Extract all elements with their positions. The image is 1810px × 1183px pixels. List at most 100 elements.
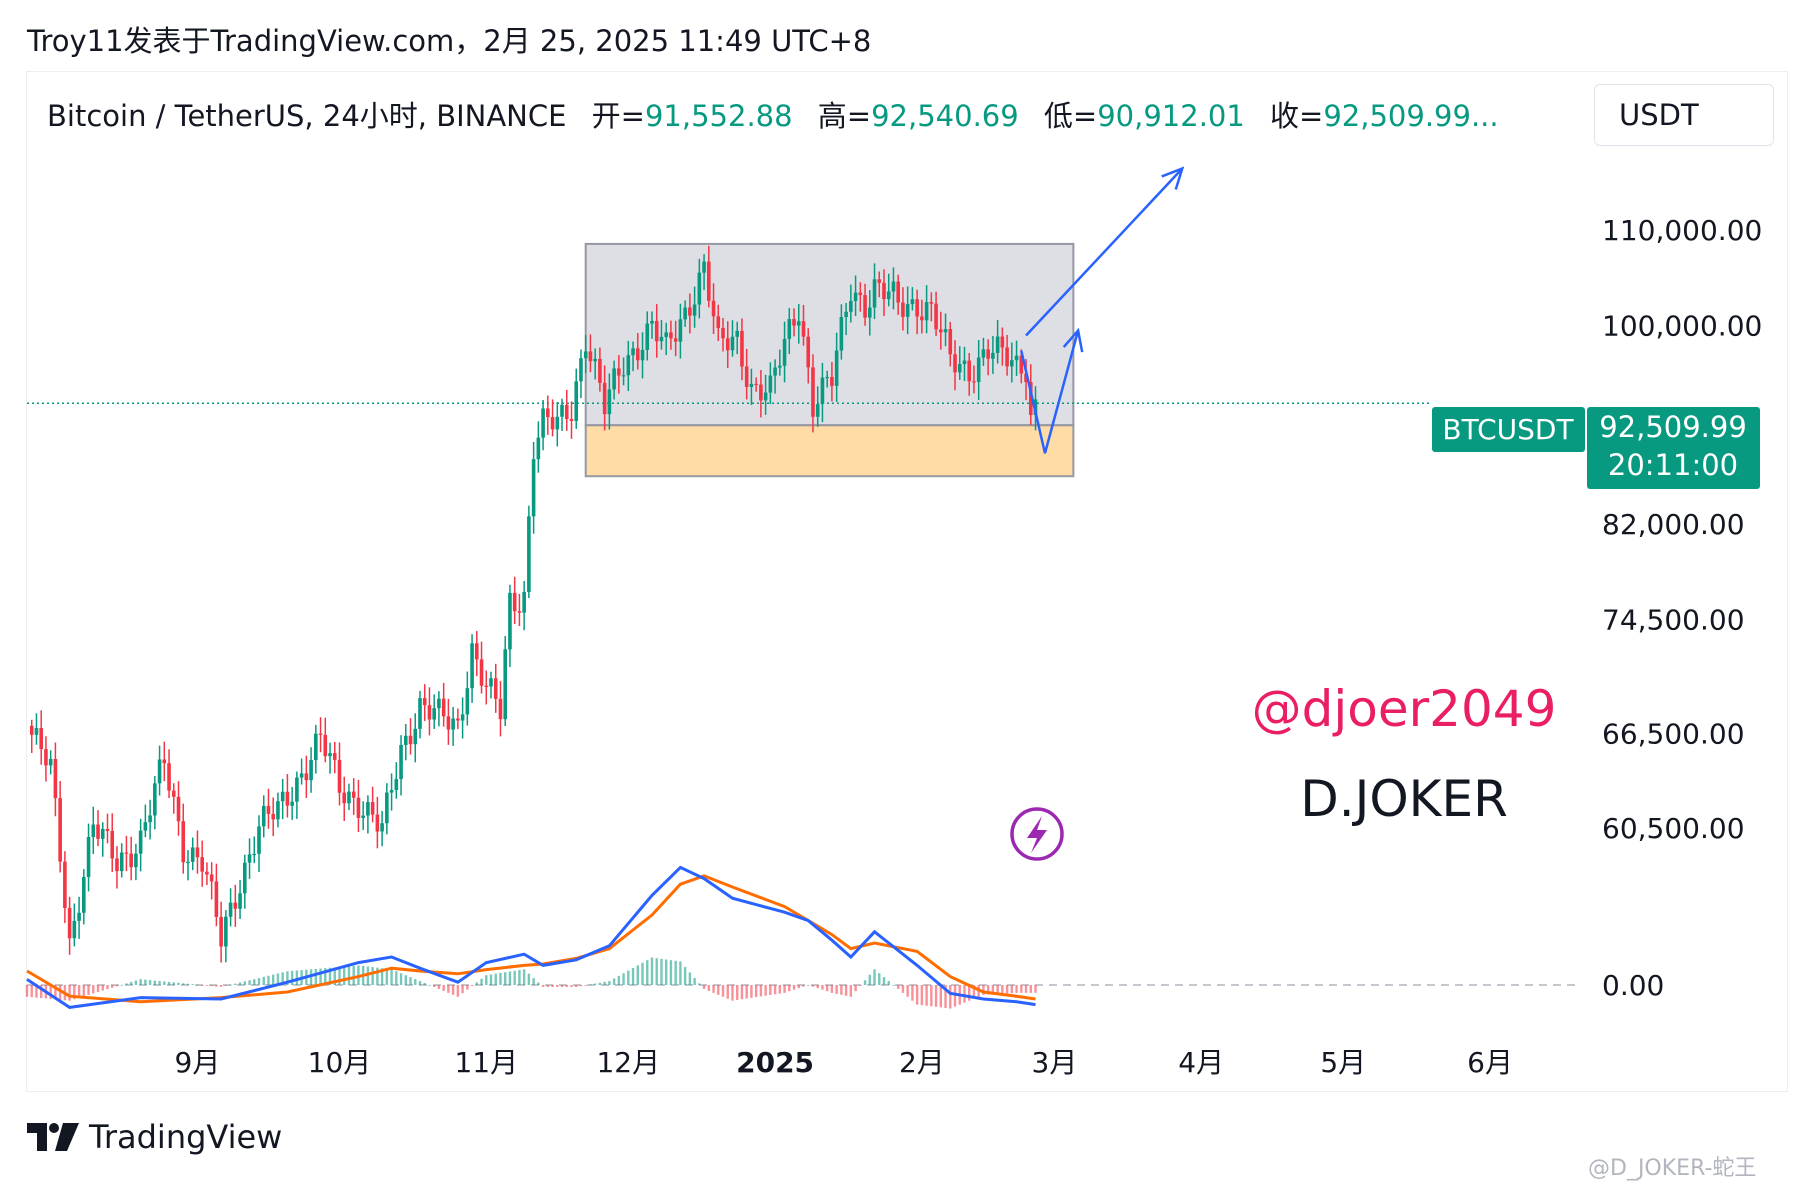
candle[interactable] <box>778 349 782 376</box>
candle[interactable] <box>863 283 867 326</box>
candle[interactable] <box>460 697 465 739</box>
candle[interactable] <box>332 741 337 774</box>
candle[interactable] <box>593 348 597 380</box>
currency-selector[interactable]: USDT <box>1594 84 1774 146</box>
candle[interactable] <box>252 836 257 864</box>
candle[interactable] <box>583 335 588 374</box>
candle[interactable] <box>148 799 152 840</box>
candle[interactable] <box>91 806 96 855</box>
candle[interactable] <box>119 843 124 878</box>
candle[interactable] <box>96 810 100 847</box>
candle[interactable] <box>299 758 304 785</box>
candle[interactable] <box>602 365 607 431</box>
candle[interactable] <box>238 879 242 919</box>
candle[interactable] <box>508 584 512 668</box>
candle[interactable] <box>385 783 389 835</box>
candle[interactable] <box>328 742 332 774</box>
candle[interactable] <box>678 303 683 359</box>
candle[interactable] <box>962 346 967 382</box>
candle[interactable] <box>536 421 541 473</box>
candle[interactable] <box>683 300 687 327</box>
candle[interactable] <box>337 742 342 806</box>
candle[interactable] <box>730 320 735 357</box>
candle[interactable] <box>77 896 81 939</box>
candle[interactable] <box>995 320 1000 364</box>
candle[interactable] <box>640 332 645 379</box>
candle[interactable] <box>403 723 408 761</box>
candle[interactable] <box>844 302 848 336</box>
candle[interactable] <box>115 846 119 889</box>
candle[interactable] <box>361 801 365 830</box>
candle[interactable] <box>138 818 143 872</box>
candle[interactable] <box>574 368 579 429</box>
candle[interactable] <box>1014 340 1019 376</box>
candle[interactable] <box>759 369 763 418</box>
candle[interactable] <box>29 719 34 753</box>
candle[interactable] <box>688 293 692 334</box>
candle[interactable] <box>446 698 451 745</box>
candle[interactable] <box>72 903 77 947</box>
candle[interactable] <box>356 779 361 833</box>
candle[interactable] <box>375 796 380 849</box>
candle[interactable] <box>976 340 981 400</box>
candle[interactable] <box>479 641 484 694</box>
candle[interactable] <box>664 322 668 355</box>
candle[interactable] <box>517 593 522 627</box>
candle[interactable] <box>493 663 498 713</box>
candle[interactable] <box>702 254 706 290</box>
candle[interactable] <box>441 682 446 727</box>
candle[interactable] <box>394 762 399 799</box>
candle[interactable] <box>389 773 394 811</box>
candle[interactable] <box>475 630 479 677</box>
candle[interactable] <box>811 354 815 433</box>
candle[interactable] <box>692 286 697 328</box>
candle[interactable] <box>986 339 990 376</box>
candle[interactable] <box>763 374 768 415</box>
candle[interactable] <box>934 291 938 336</box>
candle[interactable] <box>531 441 536 534</box>
candle[interactable] <box>318 717 323 753</box>
candle[interactable] <box>209 862 214 900</box>
candle[interactable] <box>910 287 915 311</box>
candle[interactable] <box>276 792 280 828</box>
candle[interactable] <box>830 362 834 402</box>
candle[interactable] <box>546 395 550 435</box>
candle[interactable] <box>1005 334 1009 376</box>
tradingview-logo[interactable]: TradingView <box>27 1118 282 1156</box>
candle[interactable] <box>143 804 148 838</box>
candle[interactable] <box>867 290 872 336</box>
candle[interactable] <box>541 399 545 451</box>
candle[interactable] <box>621 357 626 386</box>
candle[interactable] <box>247 838 252 879</box>
candle[interactable] <box>896 274 900 315</box>
candle[interactable] <box>707 245 711 308</box>
candle[interactable] <box>915 289 919 335</box>
candle[interactable] <box>366 795 370 834</box>
candle[interactable] <box>342 776 347 821</box>
candle[interactable] <box>645 311 650 361</box>
candle[interactable] <box>815 386 820 427</box>
candle[interactable] <box>749 368 754 405</box>
candle[interactable] <box>456 708 460 730</box>
candle[interactable] <box>858 282 863 312</box>
candle[interactable] <box>1010 342 1014 383</box>
candle[interactable] <box>588 334 593 373</box>
support-zone-box[interactable] <box>584 424 1075 478</box>
candle[interactable] <box>295 771 299 819</box>
candle[interactable] <box>427 687 432 736</box>
candle[interactable] <box>408 718 413 755</box>
bullish-breakout-arrow[interactable] <box>1025 166 1185 337</box>
candle[interactable] <box>167 749 171 799</box>
candle[interactable] <box>740 318 744 381</box>
dip-and-rebound-arrow[interactable] <box>1020 327 1084 454</box>
candle[interactable] <box>735 321 740 355</box>
candle[interactable] <box>849 284 853 323</box>
candle[interactable] <box>105 813 110 844</box>
candle[interactable] <box>171 783 176 814</box>
candle[interactable] <box>972 365 976 394</box>
candle[interactable] <box>186 850 190 881</box>
candle[interactable] <box>153 776 157 830</box>
candle[interactable] <box>820 362 825 423</box>
candle[interactable] <box>100 822 105 857</box>
candle[interactable] <box>721 317 725 352</box>
